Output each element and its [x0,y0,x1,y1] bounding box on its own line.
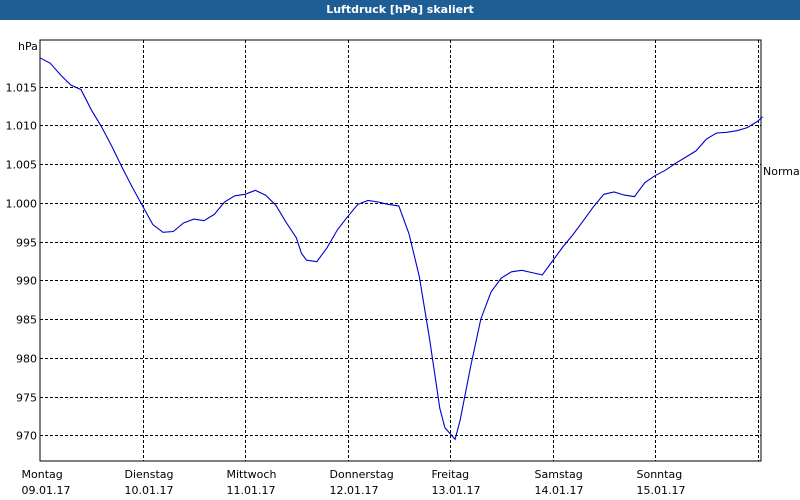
pressure-chart: 970 975 980 985 990 995 1.000 1.005 1.010 1.015 M… [6,39,800,497]
x-tick-day-label: Donnerstag [330,468,394,481]
x-tick-date-label: 11.01.17 [227,484,276,497]
y-tick-label: 1.010 [6,120,38,133]
x-tick-day-label: Freitag [432,468,470,481]
y-tick-label: 980 [16,353,37,366]
y-tick-label: 1.015 [6,82,38,95]
x-tick-day-label: Samstag [535,468,583,481]
x-tick-date-label: 12.01.17 [330,484,379,497]
y-tick-label: 985 [16,314,37,327]
y-tick-label: 1.005 [6,159,38,172]
y-tick-label: 995 [16,237,37,250]
x-tick-date-label: 15.01.17 [637,484,686,497]
pressure-series-line [39,57,763,441]
y-axis-ticks: 970 975 980 985 990 995 1.000 1.005 1.010 1.015 [6,82,38,443]
plot-frame [39,39,762,462]
x-tick-date-label: 09.01.17 [22,484,71,497]
y-tick-label: 970 [16,430,37,443]
x-axis-ticks: Montag 09.01.17 Dienstag 10.01.17 Mittwoch 11… [22,468,686,497]
x-tick-day-label: Mittwoch [227,468,277,481]
x-tick-day-label: Sonntag [637,468,683,481]
y-tick-label: 975 [16,392,37,405]
y-tick-label: 990 [16,275,37,288]
x-tick-date-label: 13.01.17 [432,484,481,497]
normal-reference-label: Normal [763,165,800,178]
x-tick-day-label: Dienstag [125,468,174,481]
y-tick-label: 1.000 [6,198,38,211]
grid-lines [40,40,761,461]
x-tick-day-label: Montag [22,468,63,481]
x-tick-date-label: 14.01.17 [535,484,584,497]
y-axis-label: hPa [18,40,38,53]
chart-title: Luftdruck [hPa] skaliert [0,0,800,20]
x-tick-date-label: 10.01.17 [125,484,174,497]
